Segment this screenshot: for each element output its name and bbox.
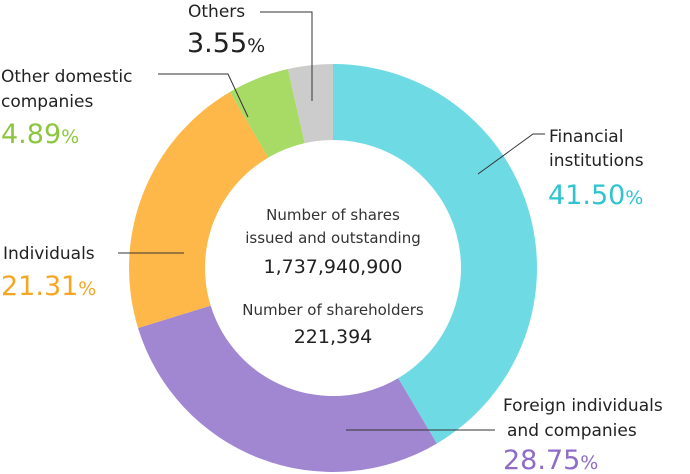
percent-individuals-sign: % [78,278,96,300]
label-financial-line1: Financial [549,127,623,147]
percent-other-domestic-value: 4.89 [1,119,61,150]
slice-others [287,64,333,144]
leader-line-other-domestic [158,73,249,118]
percent-individuals-value: 21.31 [1,271,78,302]
leader-line-others [260,11,313,101]
percent-other-domestic-sign: % [61,126,79,148]
label-individuals: Individuals [3,244,95,264]
slice-financial [333,64,537,444]
percent-financial-value: 41.50 [548,180,625,211]
slice-other-domestic [229,69,305,158]
label-foreign-line1: Foreign individuals [503,396,663,416]
percent-others-sign: % [247,35,265,57]
center-holders-value: 221,394 [294,326,373,348]
label-others: Others [188,2,245,22]
label-other-domestic-line2: companies [1,92,93,112]
percent-individuals: 21.31% [1,271,96,302]
percent-other-domestic: 4.89% [1,119,79,150]
center-holders-label: Number of shareholders [242,301,424,319]
label-other-domestic-line1: Other domestic [1,67,132,87]
percent-foreign-sign: % [580,452,598,474]
percent-financial-sign: % [625,187,643,209]
center-shares-value: 1,737,940,900 [263,256,402,278]
slice-foreign [138,305,437,472]
leader-line-financial [477,133,545,175]
center-shares-label-2: issued and outstanding [245,229,421,247]
center-shares-label-1: Number of shares [266,206,400,224]
slice-individuals [129,92,269,328]
label-financial-line2: institutions [549,151,644,171]
label-foreign-line2: and companies [507,421,637,441]
percent-foreign: 28.75% [503,445,598,474]
percent-others: 3.55% [187,28,265,59]
percent-foreign-value: 28.75 [503,445,580,474]
percent-others-value: 3.55 [187,28,247,59]
percent-financial: 41.50% [548,180,643,211]
